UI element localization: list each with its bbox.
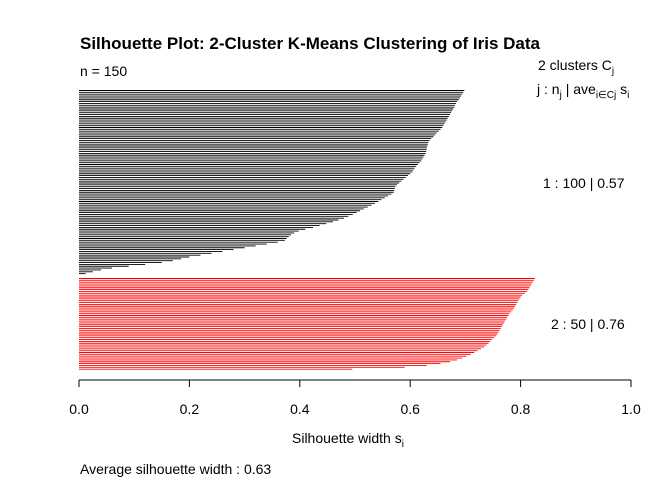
x-axis-label-main: Silhouette width s	[292, 430, 402, 446]
x-axis: 0.0 0.2 0.4 0.6 0.8 1.0	[69, 379, 641, 417]
x-tick-label: 0.6	[400, 401, 420, 417]
legend-col-s-sub: i	[627, 90, 629, 101]
average-silhouette-footer: Average silhouette width : 0.63	[80, 461, 271, 477]
chart-title: Silhouette Plot: 2-Cluster K-Means Clust…	[80, 34, 541, 53]
x-tick-label: 0.0	[69, 401, 89, 417]
legend-header-clusters-main: 2 clusters C	[538, 57, 612, 73]
cluster-1-label: 1 : 100 | 0.57	[543, 175, 625, 191]
legend-col-ave-sub: i∈Cj	[596, 90, 616, 101]
x-tick-label: 0.2	[180, 401, 200, 417]
legend-col-j-sub: j	[559, 90, 562, 101]
x-tick-label: 0.4	[290, 401, 310, 417]
silhouette-bars	[79, 90, 535, 370]
x-axis-label-sub: i	[402, 439, 404, 450]
legend-header-clusters-sub: j	[611, 66, 614, 77]
legend-header-columns: j : nj | avei∈Cj si	[536, 81, 629, 101]
n-label: n = 150	[80, 63, 127, 79]
x-tick-label: 0.8	[511, 401, 531, 417]
legend-col-ave: | ave	[562, 81, 596, 97]
x-axis-label: Silhouette width si	[292, 430, 404, 450]
cluster-2-label: 2 : 50 | 0.76	[551, 316, 625, 332]
x-tick-label: 1.0	[621, 401, 641, 417]
legend-col-j: j : n	[536, 81, 560, 97]
legend-header-clusters: 2 clusters Cj	[538, 57, 614, 77]
legend-col-s: s	[616, 81, 627, 97]
